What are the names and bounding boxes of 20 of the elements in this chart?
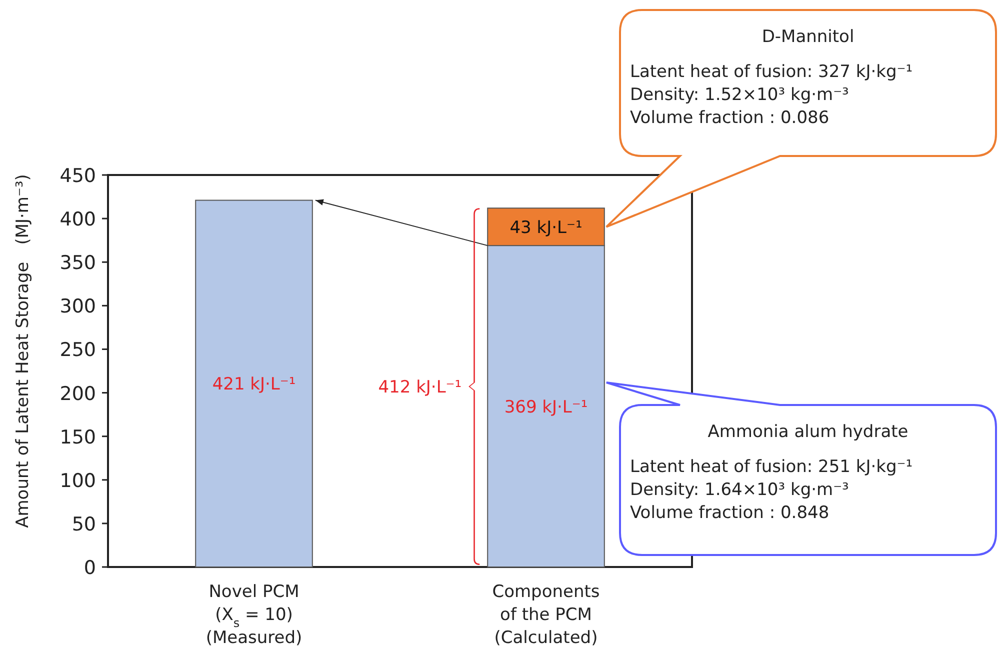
data-label: 43 kJ·L⁻¹ bbox=[510, 218, 582, 238]
annotation: Ammonia alum hydrate Latent heat of fusion: 251 kJ·kg⁻¹ Density: 1.64×10³ kg·m⁻³ Volume fraction : 0.848 bbox=[630, 422, 913, 523]
bar bbox=[195, 200, 313, 568]
data-label: 369 kJ·L⁻¹ bbox=[504, 397, 588, 418]
data-label: 421 kJ·L⁻¹ bbox=[212, 374, 296, 395]
y-tick-label: 450 bbox=[60, 165, 96, 187]
x-tick-label: Novel PCM (X$_{s}$ = 10) (Measured) bbox=[206, 582, 302, 648]
y-axis-title: Amount of Latent Heat Storage (MJ·m⁻³) bbox=[13, 174, 33, 528]
y-tick-label: 100 bbox=[60, 470, 96, 492]
text: D-Mannitol Latent heat of fusion: 327 kJ·kg⁻¹ Density: 1.52×10³ kg·m⁻³ Volume fraction : 0.086 bbox=[630, 27, 913, 128]
y-tick-label: 250 bbox=[60, 339, 96, 362]
y-tick-label: 400 bbox=[60, 208, 96, 231]
y-tick-label: 50 bbox=[72, 513, 96, 536]
x-tick-label: Components of the PCM (Calculated) bbox=[492, 582, 600, 648]
annotation: 412 kJ·L⁻¹ bbox=[378, 378, 462, 398]
y-tick-label: 300 bbox=[60, 296, 96, 318]
y-tick-label: 350 bbox=[60, 252, 96, 274]
y-tick-label: 150 bbox=[60, 426, 96, 448]
y-tick-label: 0 bbox=[84, 557, 96, 579]
y-tick-label: 200 bbox=[60, 382, 96, 405]
